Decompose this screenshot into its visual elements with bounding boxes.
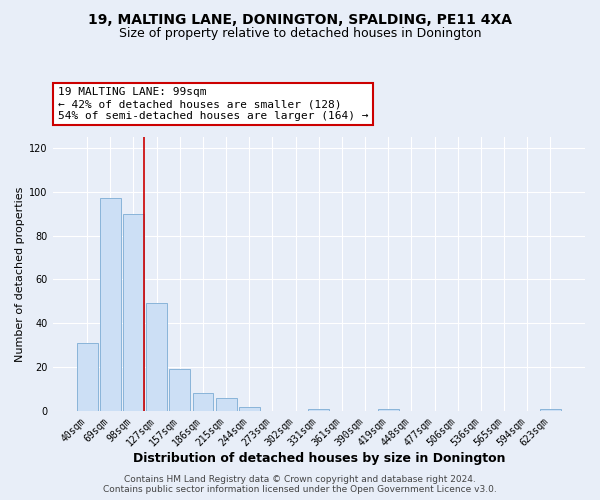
Bar bbox=[100, 198, 121, 411]
Bar bbox=[123, 214, 144, 411]
Bar bbox=[146, 304, 167, 411]
Bar bbox=[169, 370, 190, 411]
Bar bbox=[308, 409, 329, 411]
X-axis label: Distribution of detached houses by size in Donington: Distribution of detached houses by size … bbox=[133, 452, 505, 465]
Text: Contains HM Land Registry data © Crown copyright and database right 2024.
Contai: Contains HM Land Registry data © Crown c… bbox=[103, 474, 497, 494]
Bar bbox=[540, 409, 561, 411]
Bar bbox=[215, 398, 236, 411]
Text: 19 MALTING LANE: 99sqm
← 42% of detached houses are smaller (128)
54% of semi-de: 19 MALTING LANE: 99sqm ← 42% of detached… bbox=[58, 88, 368, 120]
Bar bbox=[193, 394, 214, 411]
Text: 19, MALTING LANE, DONINGTON, SPALDING, PE11 4XA: 19, MALTING LANE, DONINGTON, SPALDING, P… bbox=[88, 12, 512, 26]
Text: Size of property relative to detached houses in Donington: Size of property relative to detached ho… bbox=[119, 28, 481, 40]
Bar bbox=[77, 343, 98, 411]
Bar bbox=[378, 409, 398, 411]
Bar bbox=[239, 406, 260, 411]
Y-axis label: Number of detached properties: Number of detached properties bbox=[15, 186, 25, 362]
